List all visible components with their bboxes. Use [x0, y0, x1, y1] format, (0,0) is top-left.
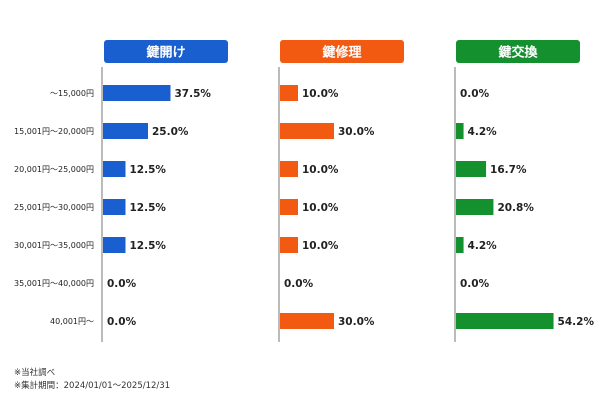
- series-header-3: [456, 40, 580, 63]
- data-label: 0.0%: [107, 316, 137, 328]
- series-header-label: 鍵開け: [146, 45, 185, 61]
- series-header-2: [280, 40, 404, 63]
- footnotes: ※当社調べ ※集計期間：2024/01/01～2025/12/31: [14, 367, 170, 393]
- category-label: ～15,000円: [50, 89, 94, 98]
- data-label: 0.0%: [460, 278, 490, 290]
- data-label: 30.0%: [338, 126, 375, 138]
- data-label: 0.0%: [460, 88, 490, 100]
- data-label: 0.0%: [107, 278, 137, 290]
- data-label: 4.2%: [468, 240, 498, 252]
- category-label: 15,001円～20,000円: [14, 127, 94, 136]
- data-label: 10.0%: [302, 240, 339, 252]
- data-label: 12.5%: [130, 164, 167, 176]
- data-label: 4.2%: [468, 126, 498, 138]
- bar: [103, 199, 126, 215]
- bar: [456, 161, 487, 177]
- data-label: 16.7%: [490, 164, 527, 176]
- bar: [280, 161, 298, 177]
- category-label: 25,001円～30,000円: [14, 203, 94, 212]
- series-header-label: 鍵修理: [322, 45, 361, 61]
- category-label: 40,001円～: [50, 317, 94, 326]
- category-label: 35,001円～40,000円: [14, 279, 94, 288]
- data-label: 10.0%: [302, 164, 339, 176]
- data-label: 37.5%: [175, 88, 212, 100]
- data-label: 54.2%: [558, 316, 595, 328]
- data-label: 30.0%: [338, 316, 375, 328]
- bar: [456, 237, 464, 253]
- bar: [280, 85, 298, 101]
- bar: [456, 313, 554, 329]
- bar: [103, 237, 126, 253]
- bar: [280, 237, 298, 253]
- bar: [280, 123, 334, 139]
- series-header-1: [104, 40, 228, 63]
- bar: [103, 161, 126, 177]
- data-label: 12.5%: [130, 202, 167, 214]
- data-label: 12.5%: [130, 240, 167, 252]
- bar: [456, 199, 494, 215]
- data-label: 0.0%: [284, 278, 314, 290]
- data-label: 10.0%: [302, 88, 339, 100]
- data-label: 25.0%: [152, 126, 189, 138]
- footnote-period: ※集計期間：2024/01/01～2025/12/31: [14, 381, 171, 391]
- bar: [103, 85, 171, 101]
- category-label: 30,001円～35,000円: [14, 241, 94, 250]
- data-label: 20.8%: [497, 202, 534, 214]
- bar: [280, 313, 334, 329]
- bar: [103, 123, 148, 139]
- data-label: 10.0%: [302, 202, 339, 214]
- category-label: 20,001円～25,000円: [14, 165, 94, 174]
- footnote-source: ※当社調べ: [14, 368, 56, 378]
- bar: [280, 199, 298, 215]
- bar: [456, 123, 464, 139]
- series-header-label: 鍵交換: [498, 45, 538, 61]
